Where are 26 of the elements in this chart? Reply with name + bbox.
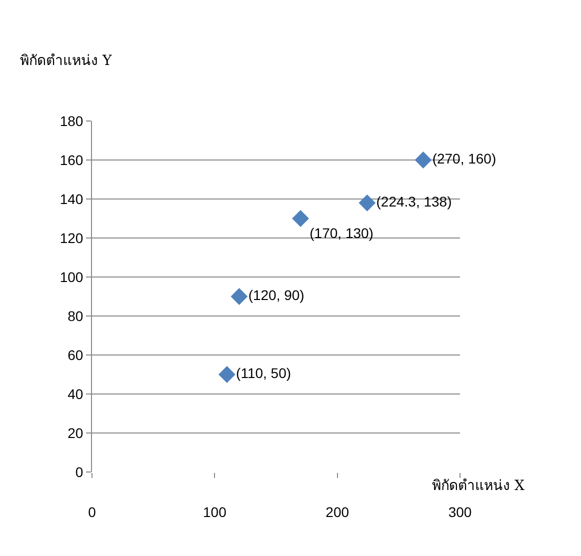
x-tick-label: 100 bbox=[202, 504, 227, 520]
data-label: (270, 160) bbox=[432, 150, 496, 166]
point bbox=[358, 194, 376, 212]
y-tick-label: 160 bbox=[60, 152, 84, 168]
y-tick-label: 20 bbox=[68, 424, 84, 441]
x-tick-label: 200 bbox=[326, 504, 350, 520]
data-label: (170, 130) bbox=[310, 225, 374, 242]
y-tick-label: 80 bbox=[68, 308, 84, 324]
y-tick-label: 180 bbox=[60, 112, 84, 129]
y-tick-label: 100 bbox=[60, 268, 84, 285]
y-axis-title: พิกัดตำแหน่ง Y bbox=[20, 53, 112, 69]
y-tick-label: 120 bbox=[60, 230, 84, 246]
y-tick-label: 0 bbox=[75, 464, 84, 480]
x-tick-label: 0 bbox=[88, 504, 96, 520]
data-label: (224.3, 138) bbox=[376, 193, 452, 210]
point bbox=[292, 210, 309, 227]
y-tick-label: 40 bbox=[68, 386, 84, 402]
point bbox=[414, 152, 432, 168]
point bbox=[218, 366, 236, 383]
x-tick-label: 300 bbox=[448, 504, 472, 520]
y-tick-label: 60 bbox=[68, 346, 84, 363]
data-label: (120, 90) bbox=[248, 287, 304, 303]
x-axis-title: พิกัดตำแหน่ง X bbox=[432, 478, 524, 494]
point bbox=[230, 288, 248, 305]
y-tick-label: 140 bbox=[60, 190, 84, 207]
data-label: (110, 50) bbox=[236, 365, 292, 381]
